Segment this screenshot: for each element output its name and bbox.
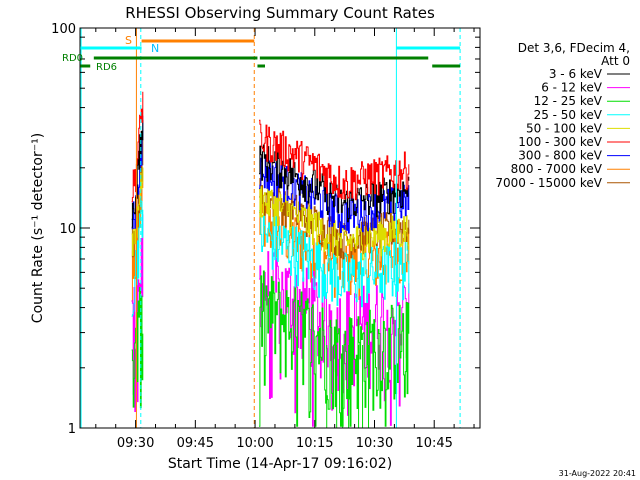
legend-label: 300 - 800 keV [518, 149, 602, 163]
footer-date: 31-Aug-2022 20:41 [559, 469, 636, 478]
legend-label: 800 - 7000 keV [511, 162, 603, 176]
legend-header-1: Det 3,6, FDecim 4, [518, 41, 630, 55]
marker-layer: S N RD0 RD6 [62, 34, 461, 73]
x-tick-label: 09:45 [177, 436, 214, 451]
marker-rd0-label: RD0 [62, 53, 83, 64]
legend-label: 6 - 12 keV [541, 81, 603, 95]
legend-label: 100 - 300 keV [518, 135, 602, 149]
series-line [259, 157, 410, 234]
x-tick-label: 10:30 [356, 436, 393, 451]
legend-label: 50 - 100 keV [526, 121, 603, 135]
legend-label: 25 - 50 keV [534, 108, 603, 122]
marker-rd6-label: RD6 [96, 62, 117, 73]
legend-header-2: Att 0 [601, 54, 630, 68]
x-axis-title: Start Time (14-Apr-17 09:16:02) [168, 456, 392, 472]
marker-s-label: S [125, 34, 132, 47]
y-tick-label: 100 [51, 22, 76, 37]
y-tick-label: 1 [68, 422, 76, 437]
y-axis-title: Count Rate (s⁻¹ detector⁻¹) [30, 133, 46, 323]
legend-label: 12 - 25 keV [534, 94, 603, 108]
x-tick-label: 09:30 [117, 436, 154, 451]
x-tick-label: 10:15 [296, 436, 333, 451]
marker-n-label: N [151, 42, 159, 55]
series-spike [131, 120, 144, 228]
series-spike [131, 200, 144, 317]
x-tick-label: 10:00 [236, 436, 273, 451]
series-spike [131, 287, 144, 409]
y-tick-label: 10 [59, 222, 76, 237]
chart-title: RHESSI Observing Summary Count Rates [125, 4, 435, 22]
data-layer [80, 28, 461, 428]
legend-label: 3 - 6 keV [549, 67, 603, 81]
legend-label: 7000 - 15000 keV [495, 176, 602, 190]
series-line [259, 270, 410, 427]
x-tick-label: 10:45 [415, 436, 452, 451]
series-line [259, 119, 410, 201]
